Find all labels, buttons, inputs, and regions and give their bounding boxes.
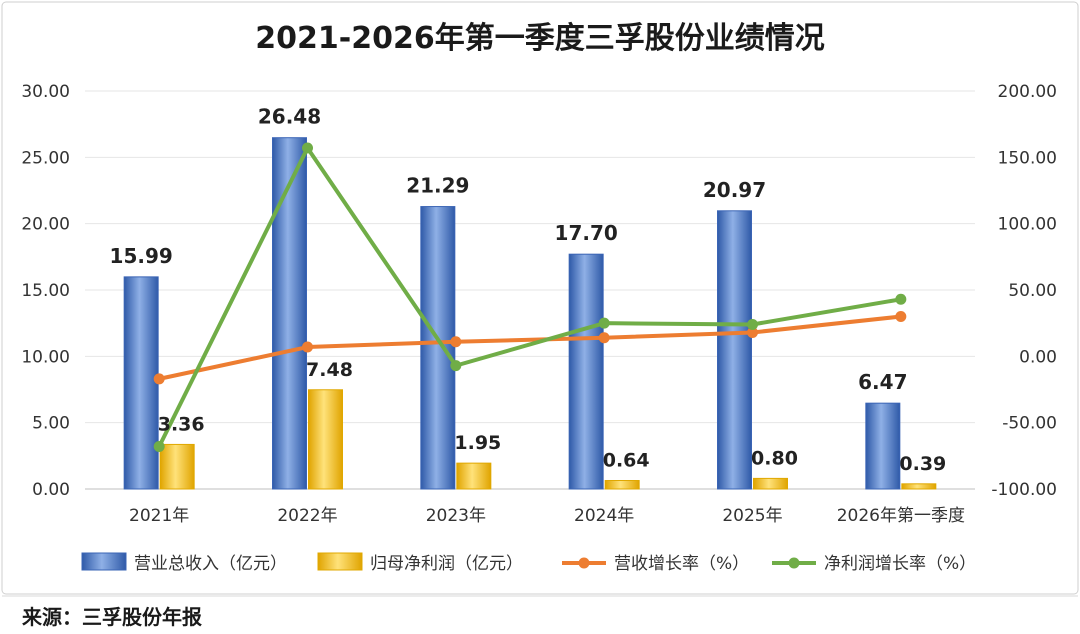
legend-label: 营收增长率（%）	[614, 554, 749, 574]
bar-profit	[308, 389, 343, 490]
point-revenue-growth	[302, 341, 313, 353]
right-tick-label: 150.00	[998, 148, 1057, 168]
data-label-profit: 0.80	[751, 447, 798, 469]
right-tick-label: -50.00	[1002, 414, 1057, 434]
right-axis-ticks: -100.00 -50.00 0.00 50.00 100.00 150.00 200.00	[991, 82, 1057, 500]
category-label: 2024年	[574, 506, 634, 526]
legend: 营业总收入（亿元） 归母净利润（亿元） 营收增长率（%） 净利润增长率（%）	[81, 552, 976, 574]
data-label-revenue: 17.70	[555, 221, 618, 245]
point-revenue-growth	[598, 332, 610, 344]
bar-profit	[456, 462, 492, 490]
point-revenue-growth	[895, 311, 907, 323]
line-revenue-growth	[157, 314, 903, 381]
legend-marker	[578, 557, 590, 569]
category-label: 2026年第一季度	[837, 506, 965, 526]
bar-revenue	[865, 402, 901, 490]
category-label: 2023年	[426, 506, 486, 526]
right-tick-label: 100.00	[998, 215, 1057, 235]
data-label-profit: 1.95	[454, 432, 501, 454]
right-tick-label: 0.00	[1019, 347, 1057, 367]
legend-label: 净利润增长率（%）	[824, 554, 976, 574]
right-tick-label: 50.00	[1008, 281, 1057, 301]
category-label: 2025年	[722, 506, 782, 526]
bar-revenue	[420, 206, 456, 490]
data-label-revenue: 20.97	[703, 178, 766, 202]
point-revenue-growth	[450, 336, 462, 348]
left-tick-label: 25.00	[21, 148, 70, 168]
bar-revenue	[568, 253, 604, 490]
data-label-revenue: 21.29	[406, 174, 469, 198]
point-revenue-growth	[747, 326, 758, 338]
bars	[123, 137, 937, 490]
lines	[153, 142, 907, 453]
left-tick-label: 20.00	[21, 215, 70, 235]
data-label-revenue: 15.99	[110, 244, 173, 268]
data-labels: 15.99 3.36 26.48 7.48 21.29 1.95 17.70 0.64 20.9…	[110, 105, 947, 475]
right-tick-label: -100.00	[991, 480, 1057, 500]
left-tick-label: 30.00	[21, 82, 70, 102]
chart-frame	[1, 1, 1079, 595]
legend-label: 归母净利润（亿元）	[370, 554, 523, 574]
category-label: 2021年	[129, 506, 189, 526]
source-note: 来源：三孚股份年报	[21, 605, 202, 629]
data-label-profit: 3.36	[158, 413, 205, 435]
left-axis-ticks: 0.00 5.00 10.00 15.00 20.00 25.00 30.00	[21, 82, 70, 500]
data-label-profit: 7.48	[306, 359, 353, 381]
legend-label: 营业总收入（亿元）	[134, 554, 287, 574]
category-label: 2022年	[277, 506, 337, 526]
line-profit-growth	[157, 146, 903, 449]
bar-profit	[753, 477, 788, 490]
point-profit-growth	[153, 441, 165, 453]
left-tick-label: 0.00	[32, 480, 70, 500]
point-profit-growth	[598, 317, 610, 329]
bar-profit	[159, 443, 195, 490]
point-revenue-growth	[153, 373, 165, 385]
bar-profit	[901, 483, 937, 490]
point-profit-growth	[895, 293, 907, 305]
data-label-revenue: 6.47	[858, 370, 907, 394]
bar-profit	[604, 480, 640, 490]
chart-title: 2021-2026年第一季度三孚股份业绩情况	[255, 21, 824, 56]
legend-swatch	[317, 552, 363, 571]
point-profit-growth	[747, 318, 758, 330]
data-label-profit: 0.39	[899, 453, 946, 475]
left-tick-label: 10.00	[21, 347, 70, 367]
gridlines	[85, 90, 975, 490]
left-tick-label: 5.00	[32, 414, 70, 434]
bar-revenue	[123, 276, 159, 490]
category-axis: 2021年 2022年 2023年 2024年 2025年 2026年第一季度	[129, 506, 965, 526]
bar-revenue	[717, 210, 752, 490]
data-label-revenue: 26.48	[258, 105, 321, 129]
point-profit-growth	[450, 360, 462, 372]
data-label-profit: 0.64	[603, 450, 650, 472]
point-profit-growth	[302, 142, 313, 154]
bar-revenue	[272, 137, 307, 490]
right-tick-label: 200.00	[998, 82, 1057, 102]
legend-marker	[788, 557, 800, 569]
left-tick-label: 15.00	[21, 281, 70, 301]
legend-swatch	[81, 552, 127, 571]
